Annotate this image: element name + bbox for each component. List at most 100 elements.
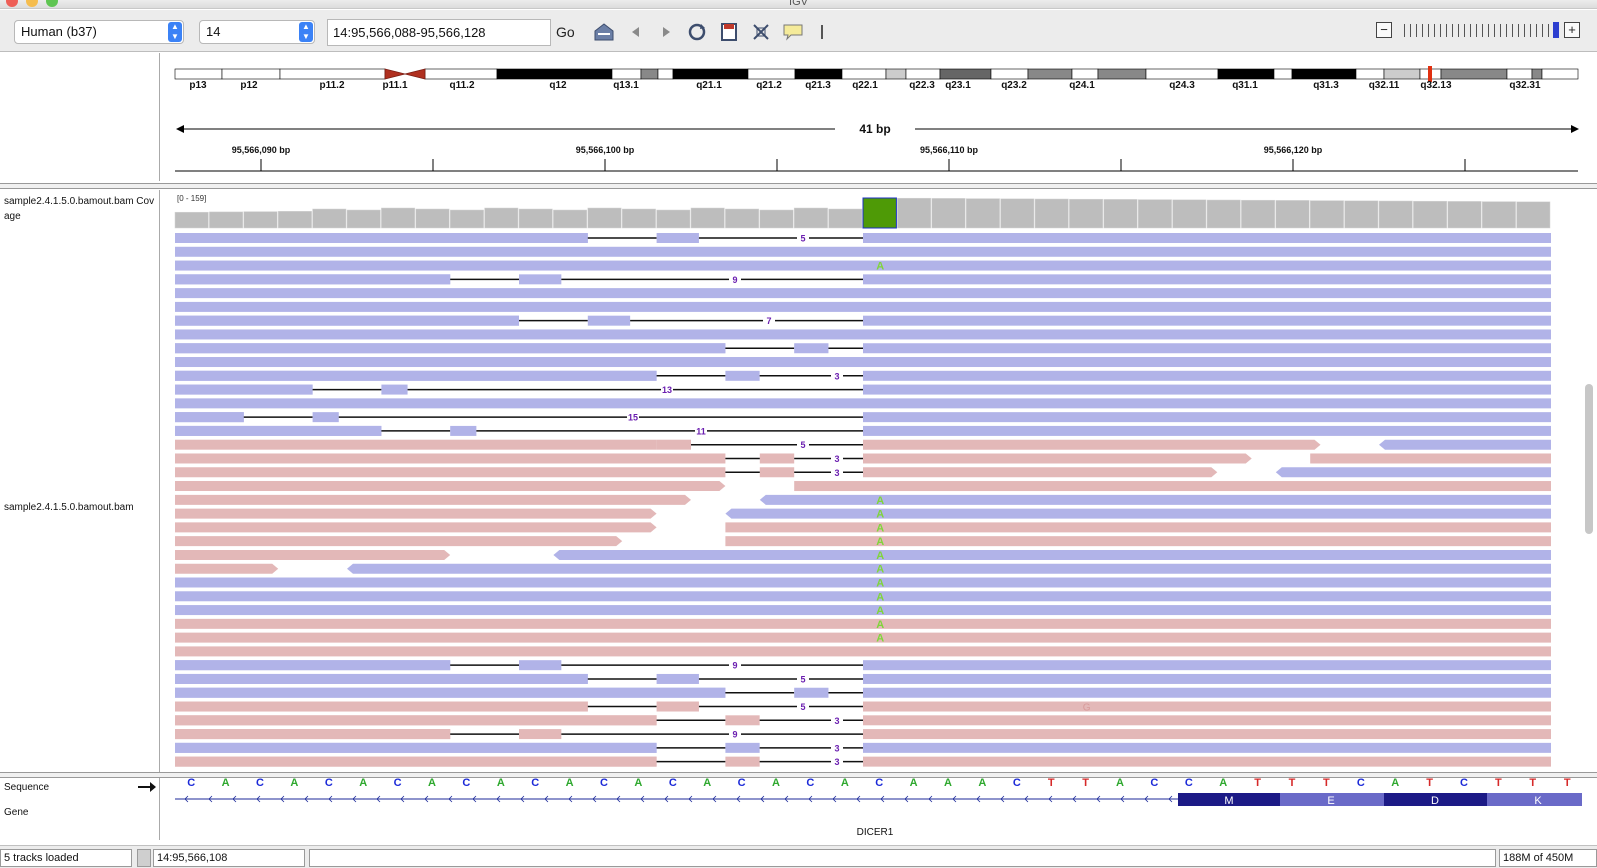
mismatch-base: G [1083,703,1091,714]
mismatch-base: A [876,633,884,645]
read-segment [175,701,588,712]
read-segment [175,357,1551,368]
close-window-button[interactable] [6,0,18,7]
locus-input[interactable]: 14:95,566,088-95,566,128 [327,19,551,46]
go-button[interactable]: Go [556,24,575,40]
zoom-out-button[interactable]: − [1376,22,1392,38]
region-of-interest-icon[interactable] [718,22,740,42]
vertical-scrollbar[interactable] [1585,384,1593,534]
ruler-divider-icon[interactable] [811,22,833,42]
forward-icon[interactable] [655,22,677,42]
sequence-base: C [806,778,814,789]
minimize-window-button[interactable] [26,0,38,7]
read-segment [725,742,760,753]
sequence-base: T [1495,778,1502,789]
deletion-label-bg [797,233,809,243]
read-segment [175,425,382,436]
panel-divider[interactable] [0,183,1597,189]
strand-arrow-icon [304,795,309,803]
zoom-in-button[interactable]: + [1564,22,1580,38]
strand-arrow-icon [520,795,525,803]
read-segment [175,715,657,726]
read-segment [863,233,1551,243]
deletion-count: 5 [800,674,805,684]
coverage-bar [656,209,691,229]
sequence-base: A [222,778,230,789]
strand-arrow-icon [592,795,597,803]
strand-arrow-icon[interactable] [138,781,156,793]
read-segment [863,412,1551,423]
read-segment [863,701,1551,712]
sequence-base: A [978,778,986,789]
strand-arrow-icon [904,795,909,803]
sequence-base: T [1254,778,1261,789]
deletion-count: 9 [732,275,737,285]
ideogram-band-segment [1273,68,1293,80]
coverage-track-label-line2[interactable]: age [4,211,21,222]
read-segment [725,715,760,726]
read-segment [863,756,1551,767]
strand-arrow-icon [832,795,837,803]
zoom-slider[interactable] [1404,24,1554,37]
deletion-label-bg [831,742,843,753]
sequence-base: A [772,778,780,789]
chromosome-dropdown[interactable]: 14 ▲ ▼ [199,20,315,44]
read-segment [175,274,451,285]
zoom-window-button[interactable] [46,0,58,7]
coverage-bar [553,209,588,229]
ideogram-band-segment [1531,68,1543,80]
read-segment [656,233,699,243]
alignment-track-label[interactable]: sample2.4.1.5.0.bamout.bam [4,502,134,513]
read-segment [175,412,244,423]
mismatch-base: A [876,591,884,603]
strand-arrow-icon [400,795,405,803]
strand-arrow-icon [1072,795,1077,803]
deletion-label-bg [831,370,843,381]
sequence-base: C [1357,778,1365,789]
coverage-bar-highlight [862,197,897,229]
band-label: q11.2 [449,80,474,91]
band-label: p13 [189,80,207,91]
read-segment [863,742,1551,753]
home-icon[interactable] [593,22,615,42]
band-label: p11.1 [382,80,407,91]
read-segment [175,233,588,243]
ideogram-band-segment [1027,68,1073,80]
sequence-track-label[interactable]: Sequence [4,782,50,793]
refresh-icon[interactable] [686,22,708,42]
coverage-bar [621,208,656,229]
ideogram-and-ruler[interactable]: p13 p12 p11.2 p11.1 q11.2 q12 q13.1 q21.1 q21.2 q… [0,53,1597,183]
mismatch-base: A [876,550,884,562]
read-segment [863,439,1321,450]
coverage-bar [1069,198,1104,229]
strand-arrow-icon [1000,795,1005,803]
read-segment [725,756,760,767]
zoom-slider-thumb[interactable] [1553,22,1559,38]
ideogram-band-segment [841,68,887,80]
deletion-count: 5 [800,440,805,450]
read-segment [725,536,1551,547]
memory-status[interactable]: 188M of 450M [1499,849,1597,867]
ideogram-band-segment [939,68,992,80]
popup-info-icon[interactable] [782,22,804,42]
codon-block [1178,793,1280,806]
read-segment [759,453,795,464]
gene-track-label[interactable]: Gene [4,807,29,818]
sequence-base: A [290,778,298,789]
ideogram-band-segment [174,68,223,80]
panel-divider[interactable] [0,772,1597,778]
back-icon[interactable] [625,22,647,42]
coverage-track-label-line1[interactable]: sample2.4.1.5.0.bamout.bam Cov [4,196,155,207]
strand-arrow-icon [1048,795,1053,803]
read-segment [863,660,1551,671]
coverage-bar [1413,200,1448,229]
coverage-track [174,197,1551,229]
resize-icon[interactable] [750,22,772,42]
zoom-control[interactable]: − + [1376,22,1588,42]
genome-dropdown[interactable]: Human (b37) ▲ ▼ [14,20,184,44]
read-segment [312,412,339,423]
read-segment [175,660,451,671]
coverage-bar [346,209,381,229]
